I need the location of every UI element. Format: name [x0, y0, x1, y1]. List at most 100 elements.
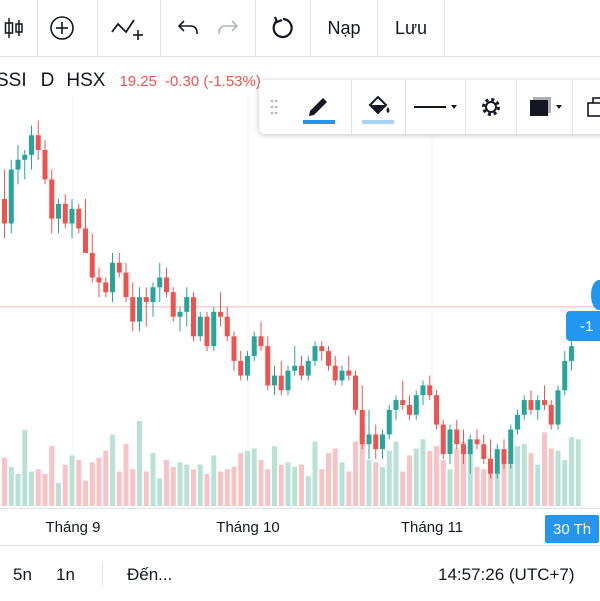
candle-body: [83, 228, 88, 253]
chart-legend: SSI D HSX 19.25 -0.30 (-1.53%): [0, 66, 261, 96]
candle: [407, 395, 412, 420]
candle-body: [29, 135, 34, 155]
volume-bar: [407, 455, 412, 506]
save-button[interactable]: Lưu: [394, 17, 428, 38]
range-5y-button[interactable]: 5n: [13, 565, 32, 584]
candle: [319, 341, 325, 361]
add-indicator-icon[interactable]: [38, 0, 86, 56]
layers-icon[interactable]: [521, 80, 569, 134]
candle: [326, 346, 331, 371]
candle: [224, 306, 230, 342]
volume-bar: [393, 441, 399, 506]
range-1y-button[interactable]: 1n: [56, 565, 75, 584]
load-button[interactable]: Nạp: [327, 17, 361, 38]
candle: [69, 199, 75, 239]
volume-bar: [562, 460, 568, 506]
candle: [157, 262, 163, 302]
time-axis[interactable]: Tháng 9 Tháng 10 Tháng 11 30 Th: [0, 508, 600, 545]
candle-body: [528, 400, 534, 410]
candle-body: [346, 370, 352, 376]
candle-body: [42, 149, 48, 180]
candle-body: [326, 351, 331, 366]
candle: [238, 351, 244, 381]
volume-bar: [157, 478, 163, 506]
line-style-icon[interactable]: [407, 80, 465, 134]
candle: [508, 424, 514, 469]
fill-bucket-icon[interactable]: [353, 80, 403, 134]
candle-body: [49, 179, 55, 219]
volume-bar: [224, 469, 230, 506]
candle: [218, 292, 223, 327]
candle-body: [299, 365, 304, 376]
volume-bar: [447, 469, 453, 506]
volume-bar: [110, 434, 115, 506]
bottom-bar: 5n 1n Đến... 14:57:26 (UTC+7): [0, 545, 600, 601]
settings-icon[interactable]: [467, 80, 515, 134]
candle-body: [251, 336, 257, 356]
candle: [272, 365, 277, 396]
candle-body: [359, 409, 365, 445]
candle: [521, 395, 527, 420]
candle: [292, 346, 298, 376]
candle: [420, 380, 426, 405]
candle: [89, 233, 95, 283]
volume-bar: [548, 448, 554, 506]
candle: [42, 140, 48, 185]
candle: [393, 395, 399, 420]
volume-bar: [8, 466, 14, 506]
candle-body: [164, 277, 169, 293]
volume-bar: [184, 464, 190, 506]
candle-body: [413, 395, 419, 415]
candle: [501, 439, 507, 469]
candle: [434, 390, 439, 430]
volume-bar: [353, 441, 358, 506]
candle: [8, 159, 14, 234]
candle: [481, 434, 487, 464]
volume-bar: [83, 480, 88, 506]
volume-bar: [164, 460, 169, 506]
compare-line-icon[interactable]: [98, 0, 158, 56]
candle: [488, 439, 493, 479]
candle-body: [184, 297, 190, 312]
volume-bar: [96, 457, 102, 506]
volume-bar: [535, 464, 541, 506]
candle-body: [197, 316, 203, 337]
pencil-icon[interactable]: [295, 80, 343, 134]
x-tick-label: Tháng 11: [400, 519, 464, 536]
price-chart[interactable]: [0, 96, 600, 508]
candle-body: [69, 208, 75, 224]
redo-icon[interactable]: [210, 0, 246, 56]
candlestick-icon[interactable]: [0, 0, 28, 56]
candle-body: [447, 429, 453, 455]
volume-bar: [76, 460, 82, 506]
candle-body: [258, 336, 264, 347]
undo-icon[interactable]: [170, 0, 206, 56]
candle-body: [562, 360, 568, 391]
line-handle[interactable]: [591, 280, 600, 310]
volume-bar: [501, 450, 507, 506]
legend-timeframe[interactable]: D: [40, 70, 55, 91]
candle-body: [22, 154, 28, 160]
candle: [96, 267, 102, 298]
reload-icon[interactable]: [256, 0, 310, 56]
volume-bar: [22, 430, 28, 506]
candle-body: [353, 375, 358, 410]
clone-icon[interactable]: [577, 80, 600, 134]
candle-body: [312, 346, 318, 361]
candle: [251, 331, 257, 361]
legend-symbol[interactable]: SSI: [0, 70, 27, 91]
candle: [400, 380, 406, 410]
volume-bar: [49, 446, 55, 506]
volume-bar: [197, 464, 203, 506]
candle-body: [373, 434, 379, 450]
volume-bar: [413, 448, 419, 506]
volume-bar: [319, 469, 325, 506]
candle-body: [231, 336, 237, 361]
drag-handle-icon[interactable]: [265, 80, 283, 134]
volume-bar: [258, 460, 264, 506]
volume-bar: [292, 466, 298, 506]
goto-date-button[interactable]: Đến...: [127, 565, 173, 584]
clock-timezone[interactable]: 14:57:26 (UTC+7): [438, 565, 575, 584]
candle: [103, 277, 109, 298]
volume-bar: [461, 441, 466, 506]
